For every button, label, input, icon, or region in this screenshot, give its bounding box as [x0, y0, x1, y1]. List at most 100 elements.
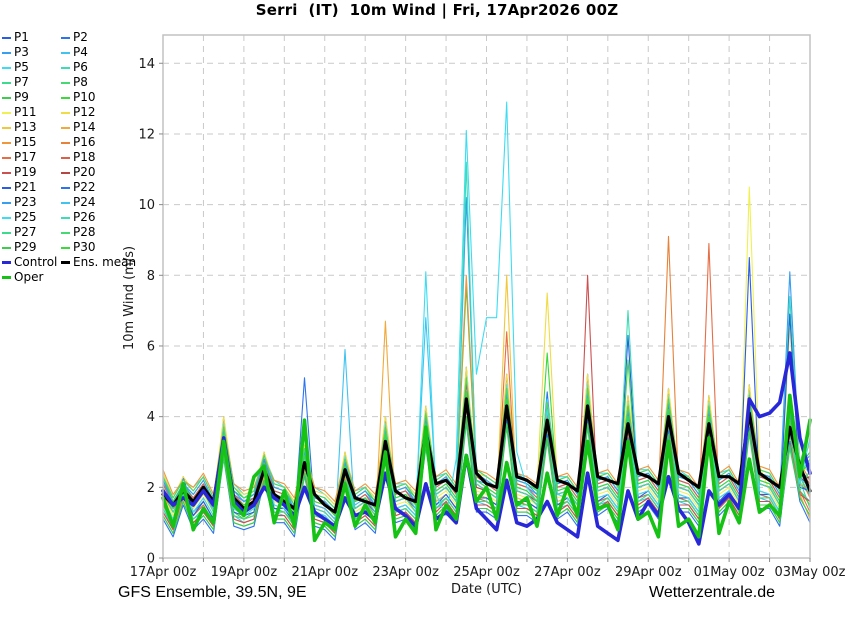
legend-item-p24: P24: [61, 195, 136, 210]
legend-item-p23: P23: [2, 195, 59, 210]
legend-swatch-icon: [2, 276, 11, 279]
legend-item-p26: P26: [61, 210, 136, 225]
legend-swatch-icon: [2, 66, 11, 69]
legend-label: P17: [14, 150, 37, 164]
legend-swatch-icon: [61, 186, 70, 189]
legend-item-p8: P8: [61, 75, 136, 90]
legend-swatch-icon: [2, 51, 11, 54]
brand-label: Wetterzentrale.de: [649, 584, 775, 601]
y-tick-label: 12: [138, 127, 155, 142]
legend-label: P1: [14, 30, 29, 44]
legend-label: P14: [73, 120, 96, 134]
legend-item-p14: P14: [61, 120, 136, 135]
legend-swatch-icon: [61, 81, 70, 84]
legend-swatch-icon: [2, 216, 11, 219]
legend-label: P4: [73, 45, 88, 59]
legend-label: Ens. mean: [73, 255, 137, 269]
legend-item-p17: P17: [2, 150, 59, 165]
y-tick-label: 2: [147, 481, 155, 496]
legend-swatch-icon: [61, 201, 70, 204]
legend-swatch-icon: [61, 111, 70, 114]
legend-swatch-icon: [2, 81, 11, 84]
legend-item-p13: P13: [2, 120, 59, 135]
legend-swatch-icon: [2, 261, 11, 264]
chart-title: Serri (IT) 10m Wind | Fri, 17Apr2026 00Z: [255, 1, 619, 19]
legend-swatch-icon: [2, 96, 11, 99]
legend-label: Control: [14, 255, 58, 269]
legend-item-p11: P11: [2, 105, 59, 120]
legend-item-p21: P21: [2, 180, 59, 195]
legend-swatch-icon: [61, 141, 70, 144]
legend-swatch-icon: [2, 201, 11, 204]
legend-item-p22: P22: [61, 180, 136, 195]
legend-item-p25: P25: [2, 210, 59, 225]
series-layer: [161, 101, 812, 546]
dataset-label: GFS Ensemble, 39.5N, 9E: [118, 584, 307, 601]
legend-swatch-icon: [2, 111, 11, 114]
legend-label: P6: [73, 60, 88, 74]
legend-swatch-icon: [61, 36, 70, 39]
legend-label: P9: [14, 90, 29, 104]
legend-label: P11: [14, 105, 37, 119]
legend-swatch-icon: [2, 246, 11, 249]
axes-layer: 0 2 4 6 8 10 12 14 17Apr 00z 19Apr 00z 21Apr 00z 23…: [122, 34, 846, 597]
legend-swatch-icon: [61, 231, 70, 234]
legend-item-p30: P30: [61, 240, 136, 255]
legend-label: P13: [14, 120, 37, 134]
legend-swatch-icon: [61, 171, 70, 174]
y-tick-label: 8: [147, 269, 155, 284]
series-line-oper: [161, 393, 812, 543]
legend-item-p20: P20: [61, 165, 136, 180]
legend-item-p7: P7: [2, 75, 59, 90]
legend-item-p27: P27: [2, 225, 59, 240]
legend-label: P29: [14, 240, 37, 254]
legend-swatch-icon: [2, 171, 11, 174]
legend-label: P20: [73, 165, 96, 179]
legend-swatch-icon: [2, 141, 11, 144]
x-tick-label: 17Apr 00z: [130, 565, 197, 580]
y-axis-title: 10m Wind (m/s): [122, 246, 137, 350]
x-axis-title: Date (UTC): [451, 582, 522, 597]
legend-label: P15: [14, 135, 37, 149]
legend-item-p15: P15: [2, 135, 59, 150]
legend-item-p12: P12: [61, 105, 136, 120]
legend-item-p18: P18: [61, 150, 136, 165]
legend-item-p16: P16: [61, 135, 136, 150]
legend-label: P8: [73, 75, 88, 89]
legend-item-p4: P4: [61, 45, 136, 60]
legend-label: P27: [14, 225, 37, 239]
y-tick-label: 6: [147, 339, 155, 354]
chart-legend: P1 P2 P3 P4 P5 P6 P7 P8 P9 P10 P11 P12 P13 P14 P15 P16 P…: [2, 30, 136, 285]
legend-swatch-icon: [2, 156, 11, 159]
legend-label: P3: [14, 45, 29, 59]
legend-item-p28: P28: [61, 225, 136, 240]
legend-item-p3: P3: [2, 45, 59, 60]
legend-swatch-icon: [61, 66, 70, 69]
y-tick-label: 10: [138, 198, 155, 213]
legend-item-p5: P5: [2, 60, 59, 75]
legend-label: P22: [73, 180, 96, 194]
legend-label: P12: [73, 105, 96, 119]
legend-item-p9: P9: [2, 90, 59, 105]
legend-swatch-icon: [61, 156, 70, 159]
series-line-ens--mean: [161, 397, 812, 514]
y-tick-label: 14: [138, 57, 155, 72]
x-tick-label: 03May 00z: [775, 565, 846, 580]
x-tick-label: 21Apr 00z: [291, 565, 358, 580]
legend-label: Oper: [14, 270, 44, 284]
legend-item-p2: P2: [61, 30, 136, 45]
legend-swatch-icon: [61, 216, 70, 219]
legend-swatch-icon: [2, 186, 11, 189]
legend-label: P5: [14, 60, 29, 74]
x-tick-label: 19Apr 00z: [211, 565, 278, 580]
legend-swatch-icon: [61, 246, 70, 249]
legend-item-p29: P29: [2, 240, 59, 255]
legend-label: P16: [73, 135, 96, 149]
legend-swatch-icon: [2, 126, 11, 129]
legend-label: P26: [73, 210, 96, 224]
legend-label: P21: [14, 180, 37, 194]
y-tick-label: 0: [147, 552, 155, 567]
legend-label: P10: [73, 90, 96, 104]
legend-label: P2: [73, 30, 88, 44]
